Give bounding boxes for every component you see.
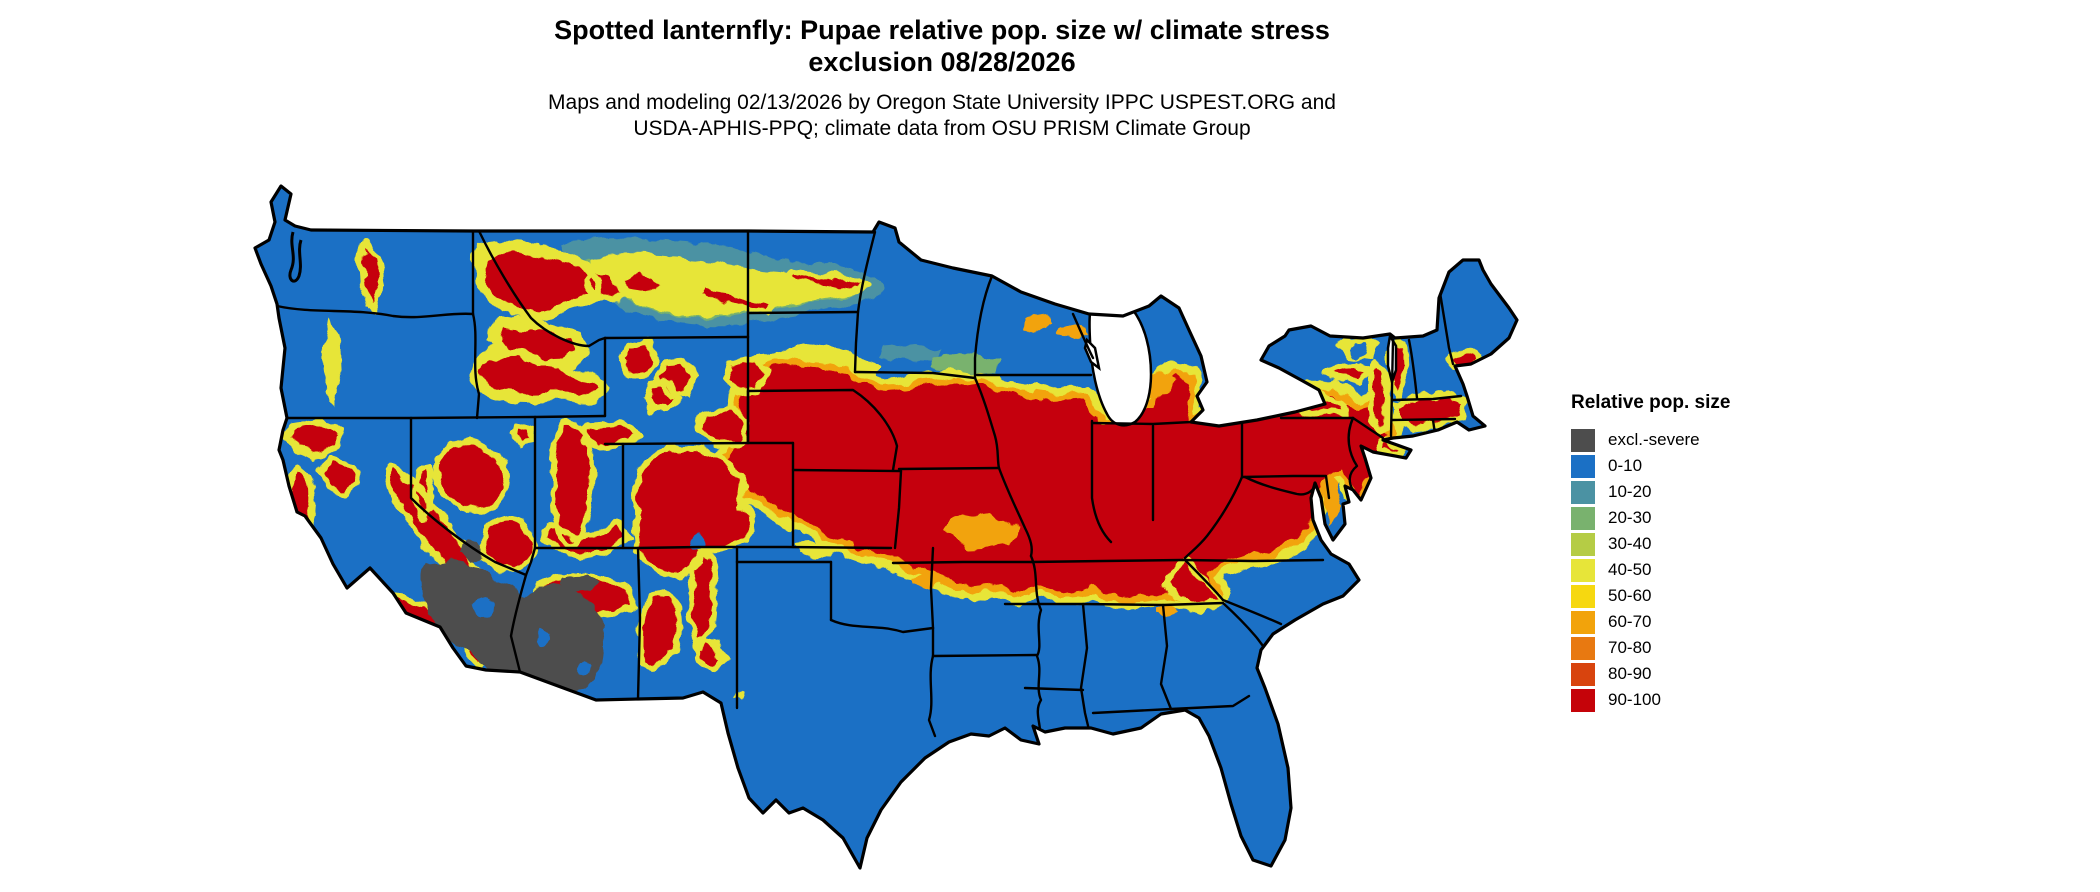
legend-swatch-30-40 xyxy=(1571,532,1595,556)
us-map-svg xyxy=(253,184,1519,870)
legend-item: 40-50 xyxy=(1571,557,1831,583)
legend-item: 10-20 xyxy=(1571,479,1831,505)
legend-swatch-20-30 xyxy=(1571,506,1595,530)
legend-swatch-10-20 xyxy=(1571,480,1595,504)
legend-label: excl.-severe xyxy=(1608,430,1700,449)
legend-label: 90-100 xyxy=(1608,690,1661,709)
legend-label: 60-70 xyxy=(1608,612,1652,631)
legend-label: 30-40 xyxy=(1608,534,1652,553)
legend-item: 60-70 xyxy=(1571,609,1831,635)
legend-label: 0-10 xyxy=(1608,456,1643,475)
state-borders xyxy=(275,229,1463,740)
legend-label: 40-50 xyxy=(1608,560,1652,579)
legend-item: 20-30 xyxy=(1571,505,1831,531)
legend-label: 70-80 xyxy=(1608,638,1652,657)
legend-item: 50-60 xyxy=(1571,583,1831,609)
legend-swatch-80-90 xyxy=(1571,662,1595,686)
legend-item: 80-90 xyxy=(1571,661,1831,687)
map-subtitle-line2: USDA-APHIS-PPQ; climate data from OSU PR… xyxy=(633,117,1251,140)
map-title: Spotted lanternfly: Pupae relative pop. … xyxy=(342,14,1542,78)
legend-swatch-0-10 xyxy=(1571,454,1595,478)
us-outline xyxy=(253,184,1519,870)
legend-item: 30-40 xyxy=(1571,531,1831,557)
legend-title: Relative pop. size xyxy=(1571,392,1731,413)
legend: Relative pop. size excl.-severe 0-10 10-… xyxy=(1571,392,1831,713)
legend-label: 10-20 xyxy=(1608,482,1652,501)
legend-swatch-70-80 xyxy=(1571,636,1595,660)
legend-item: 0-10 xyxy=(1571,453,1831,479)
legend-swatch-excl-severe xyxy=(1571,428,1595,452)
legend-label: 80-90 xyxy=(1608,664,1652,683)
legend-swatch-90-100 xyxy=(1571,688,1595,712)
legend-label: 20-30 xyxy=(1608,508,1652,527)
puget-sound-coastline xyxy=(288,231,303,283)
map-title-line1: Spotted lanternfly: Pupae relative pop. … xyxy=(554,15,1330,45)
legend-item: 70-80 xyxy=(1571,635,1831,661)
map-subtitle-line1: Maps and modeling 02/13/2026 by Oregon S… xyxy=(548,91,1336,114)
legend-label: 50-60 xyxy=(1608,586,1652,605)
us-choropleth-map xyxy=(233,168,1545,880)
legend-swatch-60-70 xyxy=(1571,610,1595,634)
map-title-line2: exclusion 08/28/2026 xyxy=(808,47,1076,77)
legend-item: 90-100 xyxy=(1571,687,1831,713)
legend-swatch-40-50 xyxy=(1571,558,1595,582)
map-subtitle: Maps and modeling 02/13/2026 by Oregon S… xyxy=(342,90,1542,142)
legend-item: excl.-severe xyxy=(1571,427,1831,453)
raster-excl-severe-blobs xyxy=(423,540,603,692)
legend-swatch-50-60 xyxy=(1571,584,1595,608)
